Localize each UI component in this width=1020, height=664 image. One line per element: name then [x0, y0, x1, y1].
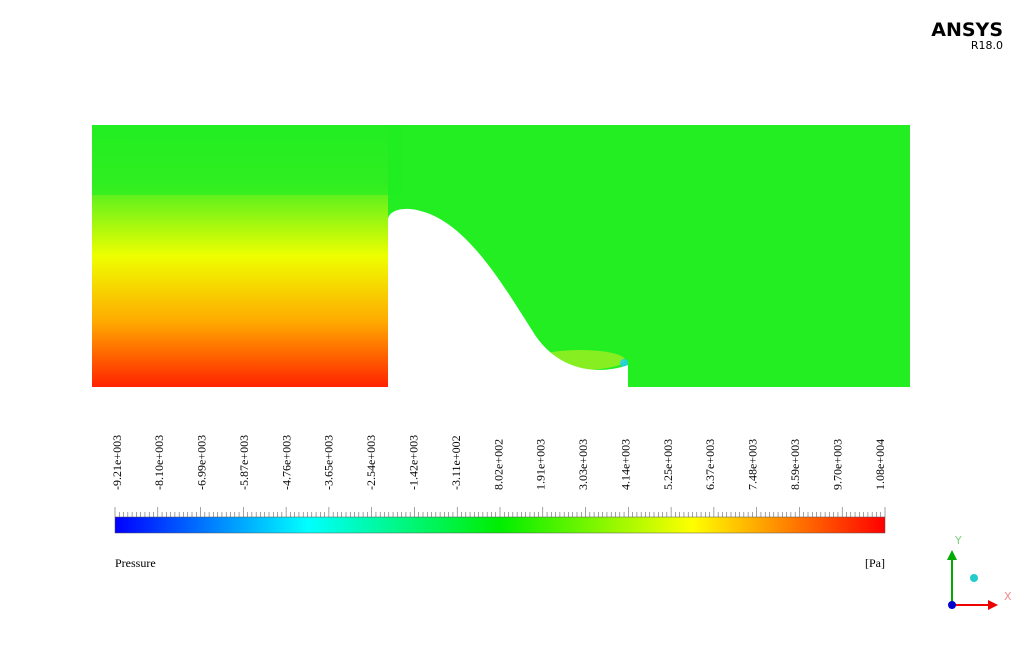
legend-tick-label: -1.42e+003 [406, 435, 420, 490]
axis-x-label: X [1004, 590, 1012, 603]
legend-tick-label: 8.59e+003 [788, 439, 802, 490]
legend-tick-label: -2.54e+003 [364, 435, 378, 490]
legend-tick-label: 6.37e+003 [703, 439, 717, 490]
legend-unit: [Pa] [865, 556, 885, 570]
legend-tick-label: 4.14e+003 [618, 439, 632, 490]
legend-tick-label: -6.99e+003 [195, 435, 209, 490]
color-bar [114, 516, 886, 534]
version: R18.0 [971, 39, 1003, 52]
axis-y-label: Y [954, 534, 962, 547]
legend-tick-label: 1.91e+003 [534, 439, 548, 490]
legend-tick-label: -3.65e+003 [322, 435, 336, 490]
legend-variable: Pressure [115, 556, 156, 570]
legend-tick-label: 1.08e+004 [873, 439, 887, 490]
legend-tick-label: 3.03e+003 [576, 439, 590, 490]
brand: ANSYS [931, 19, 1003, 41]
legend-tick-label: 9.70e+003 [830, 439, 844, 490]
legend-tick-label: 5.25e+003 [661, 439, 675, 490]
legend-tick-label: -8.10e+003 [152, 435, 166, 490]
legend-tick-label: -5.87e+003 [237, 435, 251, 490]
legend-tick-label: -4.76e+003 [279, 435, 293, 490]
contour [92, 125, 910, 387]
legend-tick-label: 7.48e+003 [746, 439, 760, 490]
legend-tick-label: 8.02e+002 [491, 439, 505, 490]
legend-tick-label: -3.11e+002 [449, 435, 463, 490]
legend-tick-label: -9.21e+003 [110, 435, 124, 490]
axis-triad: Y X [947, 534, 1012, 610]
